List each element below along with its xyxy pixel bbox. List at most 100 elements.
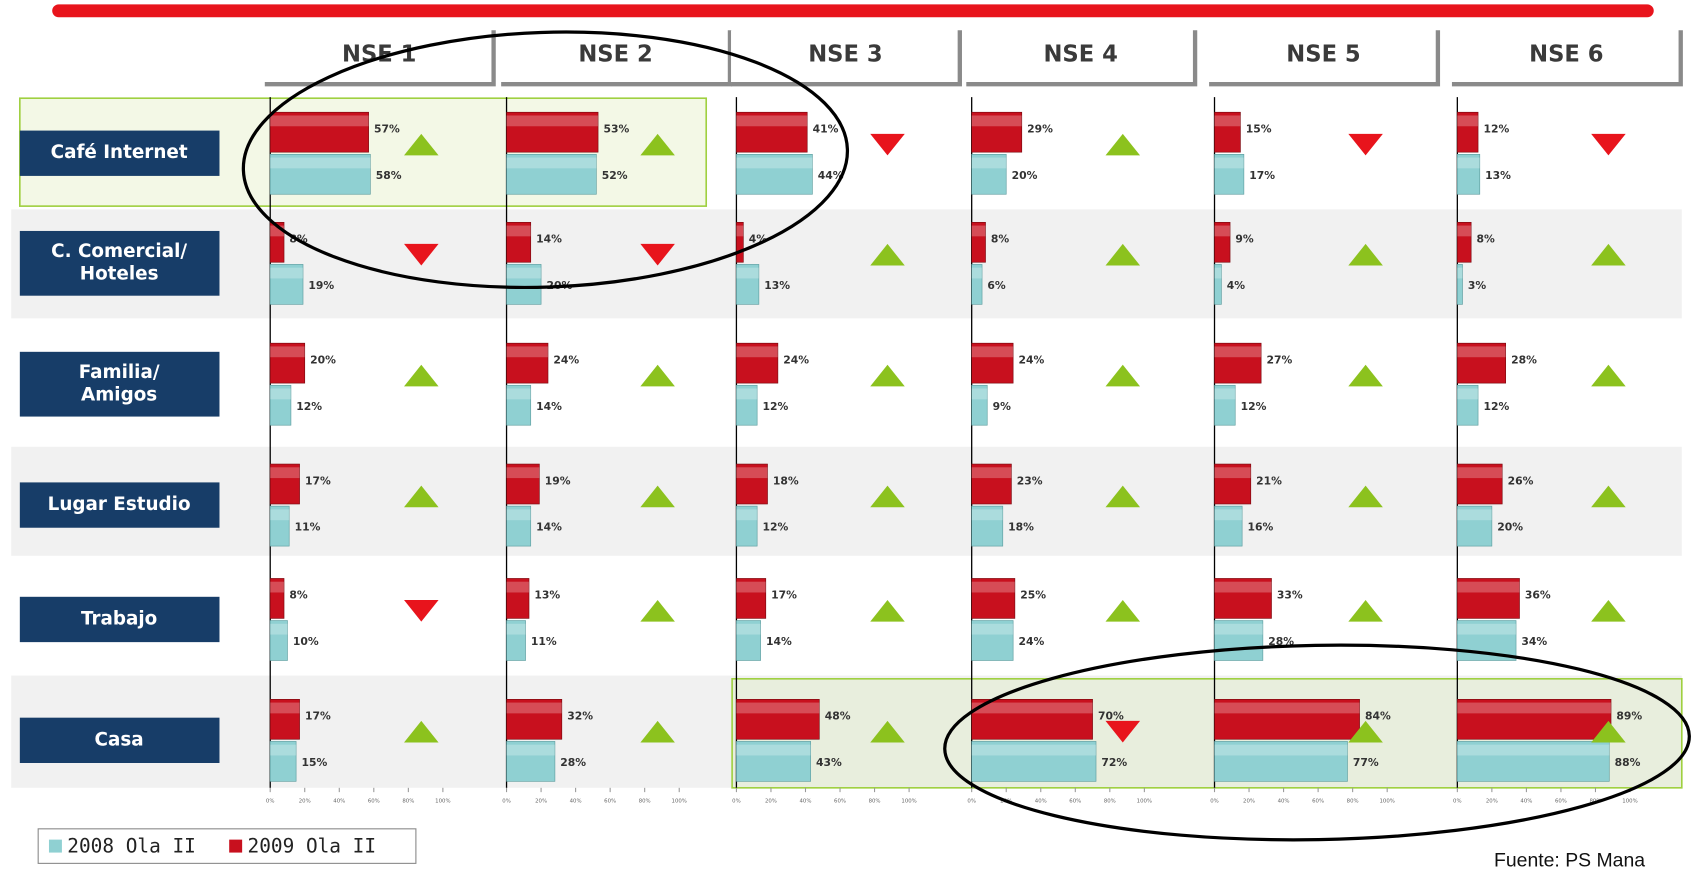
bar-shine bbox=[971, 702, 1093, 714]
value-label: 17% bbox=[305, 710, 331, 723]
value-label: 10% bbox=[293, 635, 319, 648]
bar-shine bbox=[971, 157, 1007, 169]
header-shadow bbox=[264, 30, 496, 87]
trend-arrow bbox=[870, 600, 905, 622]
bar-shine bbox=[736, 157, 813, 169]
value-label: 41% bbox=[813, 123, 839, 136]
header-box bbox=[501, 30, 730, 85]
value-label: 20% bbox=[310, 353, 336, 366]
bar-shine bbox=[971, 581, 1015, 593]
bar-shine bbox=[736, 581, 766, 593]
bar-shine bbox=[736, 623, 761, 635]
row-band bbox=[11, 209, 1682, 319]
trend-arrow bbox=[1105, 364, 1141, 387]
trend-arrow bbox=[640, 720, 675, 743]
row-label: Café Internet bbox=[51, 142, 188, 163]
value-label: 24% bbox=[1019, 353, 1045, 366]
bar bbox=[506, 699, 563, 740]
bar bbox=[1457, 221, 1472, 263]
bar-shine bbox=[1214, 581, 1272, 593]
value-label: 53% bbox=[603, 123, 629, 136]
bar bbox=[971, 578, 1016, 619]
bar-shine bbox=[270, 388, 291, 400]
value-label: 34% bbox=[1521, 635, 1547, 648]
bar-shine bbox=[1457, 157, 1480, 169]
bar bbox=[269, 463, 300, 505]
bar bbox=[269, 154, 371, 195]
bar bbox=[971, 384, 988, 426]
trend-arrow bbox=[1591, 364, 1626, 387]
row-label-box bbox=[19, 230, 220, 296]
value-label: 8% bbox=[289, 589, 308, 602]
bar bbox=[971, 699, 1093, 740]
bar-shine bbox=[1457, 115, 1479, 127]
bar bbox=[1457, 111, 1479, 153]
bar-shine bbox=[736, 509, 758, 521]
trend-arrow bbox=[1591, 243, 1626, 266]
bar bbox=[1457, 342, 1507, 384]
bar bbox=[506, 741, 556, 782]
bar bbox=[1214, 154, 1245, 195]
trend-arrow bbox=[1591, 600, 1626, 622]
row-label-box bbox=[19, 130, 220, 176]
bar bbox=[506, 111, 599, 153]
bar bbox=[971, 505, 1004, 547]
bar bbox=[1214, 578, 1272, 619]
trend-arrow bbox=[640, 600, 675, 622]
value-label: 4% bbox=[1227, 279, 1246, 292]
bar-shine bbox=[971, 225, 986, 237]
bar-shine bbox=[1214, 157, 1244, 169]
bar bbox=[736, 505, 758, 547]
bar-shine bbox=[270, 623, 288, 635]
bar-shine bbox=[270, 744, 297, 756]
bar-shine bbox=[270, 702, 300, 714]
x-tick-label: 0% bbox=[502, 798, 511, 804]
bar-shine bbox=[1457, 581, 1520, 593]
value-label: 13% bbox=[1485, 169, 1511, 182]
x-tick-label: 20% bbox=[1486, 798, 1498, 804]
value-label: 29% bbox=[1027, 123, 1053, 136]
x-tick-label: 100% bbox=[901, 798, 916, 804]
trend-arrow bbox=[870, 133, 905, 156]
bar bbox=[1214, 342, 1262, 384]
bar bbox=[971, 741, 1097, 782]
trend-arrow bbox=[404, 485, 439, 508]
header-shadow bbox=[1209, 30, 1441, 87]
value-label: 6% bbox=[987, 279, 1006, 292]
x-tick-label: 20% bbox=[535, 798, 547, 804]
bar bbox=[1214, 620, 1264, 661]
value-label: 28% bbox=[560, 756, 586, 769]
bar bbox=[736, 384, 758, 426]
bar-shine bbox=[1457, 225, 1472, 237]
value-label: 48% bbox=[825, 710, 851, 723]
value-label: 15% bbox=[302, 756, 328, 769]
bar bbox=[1457, 264, 1463, 305]
value-label: 11% bbox=[531, 635, 557, 648]
x-tick-label: 100% bbox=[1379, 798, 1394, 804]
bar-shine bbox=[1457, 267, 1463, 279]
x-tick-label: 60% bbox=[604, 798, 616, 804]
bar bbox=[736, 578, 767, 619]
bar bbox=[971, 342, 1014, 384]
x-tick-label: 40% bbox=[800, 798, 812, 804]
bar bbox=[269, 111, 369, 153]
bar-shine bbox=[270, 581, 285, 593]
bar bbox=[269, 741, 297, 782]
bar-shine bbox=[971, 346, 1014, 358]
bar-shine bbox=[971, 267, 983, 279]
trend-arrow bbox=[1348, 364, 1383, 387]
bar-shine bbox=[506, 467, 540, 479]
x-tick-label: 0% bbox=[732, 798, 741, 804]
x-tick-label: 60% bbox=[368, 798, 380, 804]
value-label: 24% bbox=[783, 353, 809, 366]
value-label: 14% bbox=[766, 635, 792, 648]
bar bbox=[1214, 505, 1243, 547]
bar bbox=[269, 578, 285, 619]
bar-shine bbox=[506, 702, 562, 714]
bar-shine bbox=[270, 346, 305, 358]
bar-shine bbox=[971, 115, 1022, 127]
x-tick-label: 80% bbox=[1104, 798, 1116, 804]
trend-arrow bbox=[870, 364, 905, 387]
bar-shine bbox=[736, 467, 768, 479]
